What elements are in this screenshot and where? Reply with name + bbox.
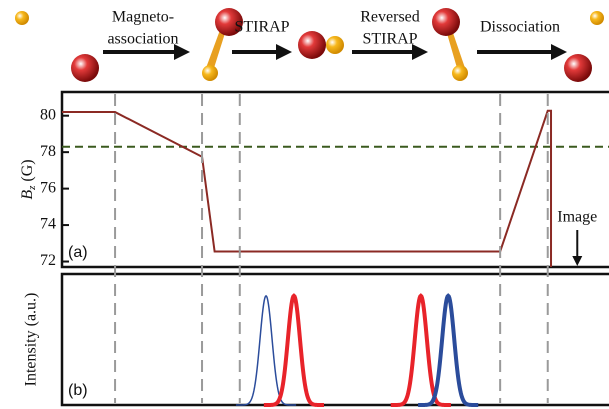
y-axis-label-unit: (G) bbox=[19, 159, 36, 185]
step-label: STIRAP bbox=[234, 19, 289, 36]
step-label: Magneto- bbox=[112, 9, 174, 26]
y-tick-label: 76 bbox=[40, 179, 56, 196]
y-tick-label: 72 bbox=[40, 252, 56, 269]
step-label: STIRAP bbox=[362, 31, 417, 48]
data-line bbox=[62, 111, 551, 267]
y-axis-label: Bz (G) bbox=[19, 159, 38, 199]
panel-label: (a) bbox=[68, 244, 88, 261]
figure: Magneto- association STIRAP Reversed STI… bbox=[0, 0, 609, 409]
step-label: Reversed bbox=[360, 9, 420, 26]
y-tick-label: 78 bbox=[40, 143, 56, 160]
step-label: Dissociation bbox=[480, 19, 560, 36]
panel-label: (b) bbox=[68, 382, 88, 399]
step-label: association bbox=[107, 31, 178, 48]
axis-frame bbox=[62, 274, 609, 405]
y-axis-label: Intensity (a.u.) bbox=[23, 293, 40, 387]
axis-frame bbox=[62, 92, 609, 267]
y-tick-label: 80 bbox=[40, 106, 56, 123]
annotation-arrowhead bbox=[572, 256, 582, 266]
y-axis-label-main: B bbox=[19, 190, 36, 200]
annotation: Image bbox=[557, 209, 597, 226]
y-tick-label: 74 bbox=[40, 216, 56, 233]
process-diagram: Magneto- association STIRAP Reversed STI… bbox=[15, 8, 604, 82]
